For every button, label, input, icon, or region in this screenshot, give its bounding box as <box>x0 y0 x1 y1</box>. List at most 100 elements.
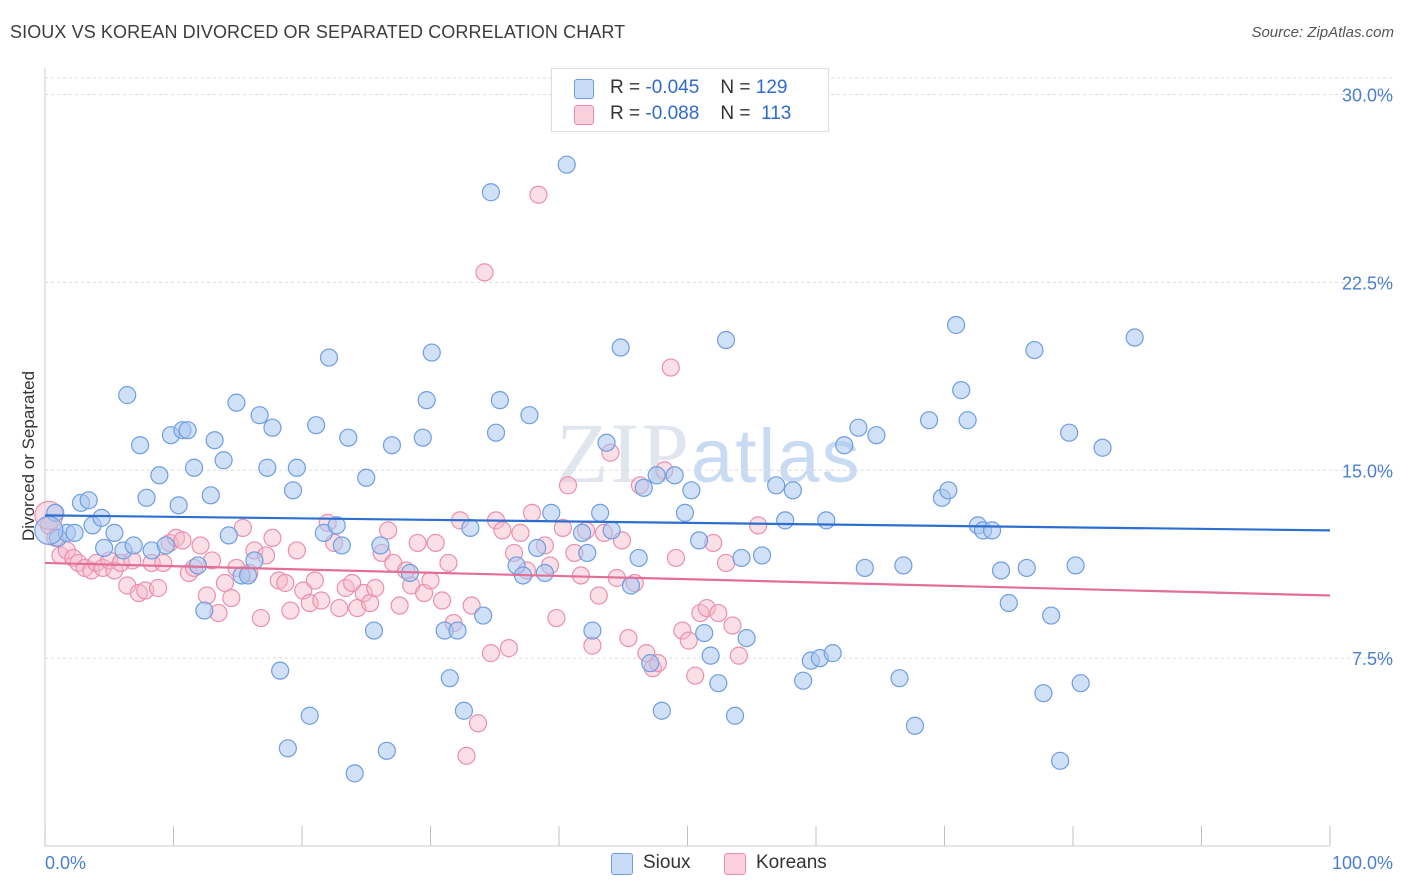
sioux-point <box>952 381 971 400</box>
sioux-point <box>528 538 547 558</box>
korean-point <box>378 521 398 540</box>
sioux-point <box>1017 558 1036 578</box>
sioux-point <box>105 523 124 542</box>
korean-point <box>468 714 488 733</box>
sioux-point <box>535 563 554 583</box>
sioux-point <box>287 458 306 477</box>
sioux-point <box>327 516 346 535</box>
korean-point <box>343 573 362 593</box>
sioux-point <box>982 521 1002 540</box>
korean-point <box>105 561 124 580</box>
sioux-point <box>238 566 258 585</box>
korean-point <box>287 541 306 560</box>
sioux-point <box>682 481 701 500</box>
y-tick-label: 15.0% <box>1342 461 1393 481</box>
korean-point <box>366 578 385 598</box>
sioux-point <box>300 706 319 725</box>
legend-r-value: -0.045 <box>645 77 700 98</box>
sioux-point <box>454 701 474 720</box>
axes <box>44 68 1331 847</box>
legend-n-value: 129 <box>755 77 788 98</box>
sioux-point <box>377 741 396 760</box>
sioux-point <box>263 418 282 437</box>
legend-n-value: 113 <box>761 103 792 124</box>
sioux-point <box>214 451 233 470</box>
sioux-point <box>695 623 714 643</box>
sioux-point <box>178 421 197 440</box>
legend-r-label: R = <box>610 77 641 98</box>
sioux-point <box>689 531 709 550</box>
sioux-point <box>573 523 592 542</box>
korean-point <box>361 593 380 613</box>
korean-point <box>547 608 566 628</box>
sioux-point <box>65 523 84 542</box>
sioux-point <box>371 536 390 555</box>
sioux-point <box>1042 606 1061 625</box>
korean-point <box>673 621 692 640</box>
sioux-point <box>629 548 648 568</box>
korean-point <box>529 185 548 204</box>
sioux-point <box>641 654 660 673</box>
sioux-point <box>205 431 224 450</box>
sioux-point <box>448 621 467 640</box>
sioux-point <box>278 739 297 758</box>
bottom-legend-swatch-sioux <box>611 853 633 875</box>
legend-r-value: -0.088 <box>645 103 700 124</box>
sioux-point <box>894 556 913 575</box>
sioux-point <box>319 348 339 367</box>
korean-trend-line <box>44 561 1331 597</box>
sioux-point <box>905 716 925 735</box>
sioux-point <box>250 406 269 425</box>
sioux-point <box>440 669 459 688</box>
bottom-legend-label-sioux: Sioux <box>643 852 691 873</box>
korean-point <box>729 646 749 665</box>
sioux-point <box>481 183 500 202</box>
sioux-point <box>542 503 561 522</box>
korean-point <box>499 639 518 658</box>
sioux-point <box>184 458 204 477</box>
bottom-legend-label-koreans: Koreans <box>756 852 827 873</box>
korean-point <box>148 578 168 598</box>
sioux-points <box>34 155 1144 783</box>
sioux-point <box>752 546 772 565</box>
sioux-point <box>307 416 326 435</box>
sioux-point <box>991 561 1011 580</box>
korean-point <box>666 548 686 568</box>
sioux-point <box>339 428 358 447</box>
sioux-point <box>413 428 432 447</box>
sioux-point <box>611 338 630 357</box>
sioux-point <box>520 406 539 425</box>
legend: R = -0.045 N = 129 R = -0.088 N = 113 <box>551 68 829 132</box>
sioux-point <box>946 315 966 335</box>
sioux-point <box>939 481 958 500</box>
sioux-point <box>245 551 264 570</box>
korean-point <box>481 644 500 663</box>
sioux-point <box>737 628 756 648</box>
sioux-point <box>849 418 868 437</box>
legend-r-label: R = <box>610 103 641 124</box>
korean-point <box>305 571 324 590</box>
korean-point <box>457 746 476 765</box>
korean-point <box>251 608 270 628</box>
watermark-zip: ZIP <box>556 405 691 501</box>
legend-text-sioux: R = -0.045 N = 129 <box>610 77 787 99</box>
korean-point <box>558 476 578 495</box>
sioux-point <box>701 646 720 665</box>
korean-point <box>716 553 736 573</box>
korean-point <box>493 521 512 540</box>
sioux-point <box>634 478 653 497</box>
source-label: Source: ZipAtlas.com <box>1251 24 1394 41</box>
legend-text-koreans: R = -0.088 N = 113 <box>610 103 791 125</box>
sioux-point <box>709 674 728 693</box>
korean-point <box>619 628 638 648</box>
sioux-point <box>1071 674 1090 693</box>
sioux-point <box>227 393 246 412</box>
korean-point <box>432 591 452 610</box>
sioux-point <box>583 621 602 640</box>
korean-point <box>215 573 234 593</box>
sioux-point <box>675 503 695 522</box>
sioux-point <box>647 466 666 485</box>
sioux-point <box>999 593 1018 613</box>
sioux-point <box>725 706 745 725</box>
